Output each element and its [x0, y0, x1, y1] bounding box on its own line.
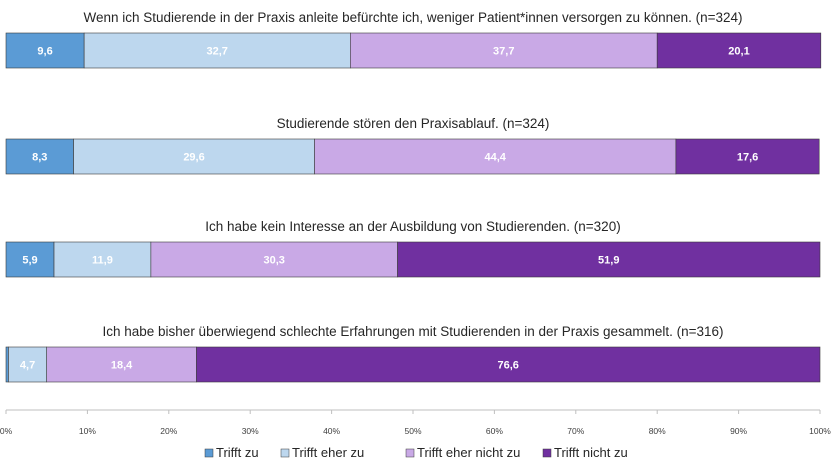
- data-label: 5,9: [22, 255, 37, 267]
- data-label: 37,7: [493, 46, 514, 58]
- legend-label: Trifft eher zu: [292, 445, 364, 459]
- x-tick-label: 70%: [567, 426, 584, 436]
- data-label: 17,6: [737, 152, 758, 164]
- bar-segment-1: [5, 32, 85, 69]
- x-axis: 0% 10% 20% 30% 40% 50% 60% 70% 80% 90% 100%: [0, 409, 831, 436]
- legend-swatch: [204, 448, 214, 458]
- data-label: 4,7: [20, 360, 35, 372]
- bar-title: Ich habe bisher überwiegend schlechte Er…: [103, 324, 724, 339]
- bar-group-1: Wenn ich Studierende in der Praxis anlei…: [5, 10, 822, 69]
- bar-segment-1: [5, 241, 55, 278]
- bar-title: Ich habe kein Interesse an der Ausbildun…: [205, 219, 620, 234]
- legend-label: Trifft nicht zu: [554, 445, 628, 459]
- data-label: 32,7: [207, 46, 228, 58]
- data-label: 44,4: [485, 152, 507, 164]
- bar-segment-4: [656, 32, 822, 69]
- bar-group-3: Ich habe kein Interesse an der Ausbildun…: [5, 219, 821, 278]
- legend-label: Trifft zu: [216, 445, 259, 459]
- x-tick-label: 30%: [242, 426, 259, 436]
- legend-item-2: Trifft eher zu: [280, 445, 364, 459]
- legend-swatch: [280, 448, 290, 458]
- x-tick-label: 40%: [323, 426, 340, 436]
- data-label: 29,6: [183, 152, 204, 164]
- x-tick-label: 60%: [486, 426, 503, 436]
- bar-title: Wenn ich Studierende in der Praxis anlei…: [83, 10, 742, 25]
- bar-segment-3: [350, 32, 658, 69]
- bar-segment-1: [5, 346, 9, 383]
- data-label: 76,6: [498, 360, 519, 372]
- bar-segment-4: [196, 346, 821, 383]
- bar-title: Studierende stören den Praxisablauf. (n=…: [277, 116, 550, 131]
- x-tick-label: 20%: [160, 426, 177, 436]
- bar-segment-2: [83, 32, 351, 69]
- bar-segment-2: [53, 241, 152, 278]
- legend-item-3: Trifft eher nicht zu: [405, 445, 520, 459]
- legend-swatch: [405, 448, 415, 458]
- legend-item-4: Trifft nicht zu: [542, 445, 628, 459]
- bar-segment-2: [73, 138, 315, 175]
- bar-segment-4: [397, 241, 821, 278]
- x-tick-label: 0%: [0, 426, 13, 436]
- x-tick-label: 10%: [79, 426, 96, 436]
- bars-layer: Wenn ich Studierende in der Praxis anlei…: [5, 10, 822, 383]
- legend-swatch: [542, 448, 552, 458]
- x-tick-label: 50%: [404, 426, 421, 436]
- bar-segment-3: [46, 346, 197, 383]
- x-tick-label: 90%: [730, 426, 747, 436]
- legend-label: Trifft eher nicht zu: [417, 445, 520, 459]
- bar-group-4: Ich habe bisher überwiegend schlechte Er…: [5, 324, 821, 383]
- x-tick-label: 80%: [649, 426, 666, 436]
- data-label: 9,6: [37, 46, 52, 58]
- bar-group-2: Studierende stören den Praxisablauf. (n=…: [5, 116, 820, 175]
- data-label: 30,3: [264, 255, 285, 267]
- data-label: 20,1: [728, 46, 749, 58]
- bar-segment-3: [314, 138, 677, 175]
- data-label: 8,3: [32, 152, 47, 164]
- bar-segment-2: [8, 346, 47, 383]
- legend-item-1: Trifft zu: [204, 445, 259, 459]
- bar-segment-4: [675, 138, 820, 175]
- data-label: 51,9: [598, 255, 619, 267]
- x-tick-label: 100%: [809, 426, 831, 436]
- data-label: 11,9: [92, 255, 113, 267]
- bar-segment-1: [5, 138, 74, 175]
- legend: Trifft zu Trifft eher zu Trifft eher nicht…: [204, 445, 628, 459]
- data-label: 18,4: [111, 360, 133, 372]
